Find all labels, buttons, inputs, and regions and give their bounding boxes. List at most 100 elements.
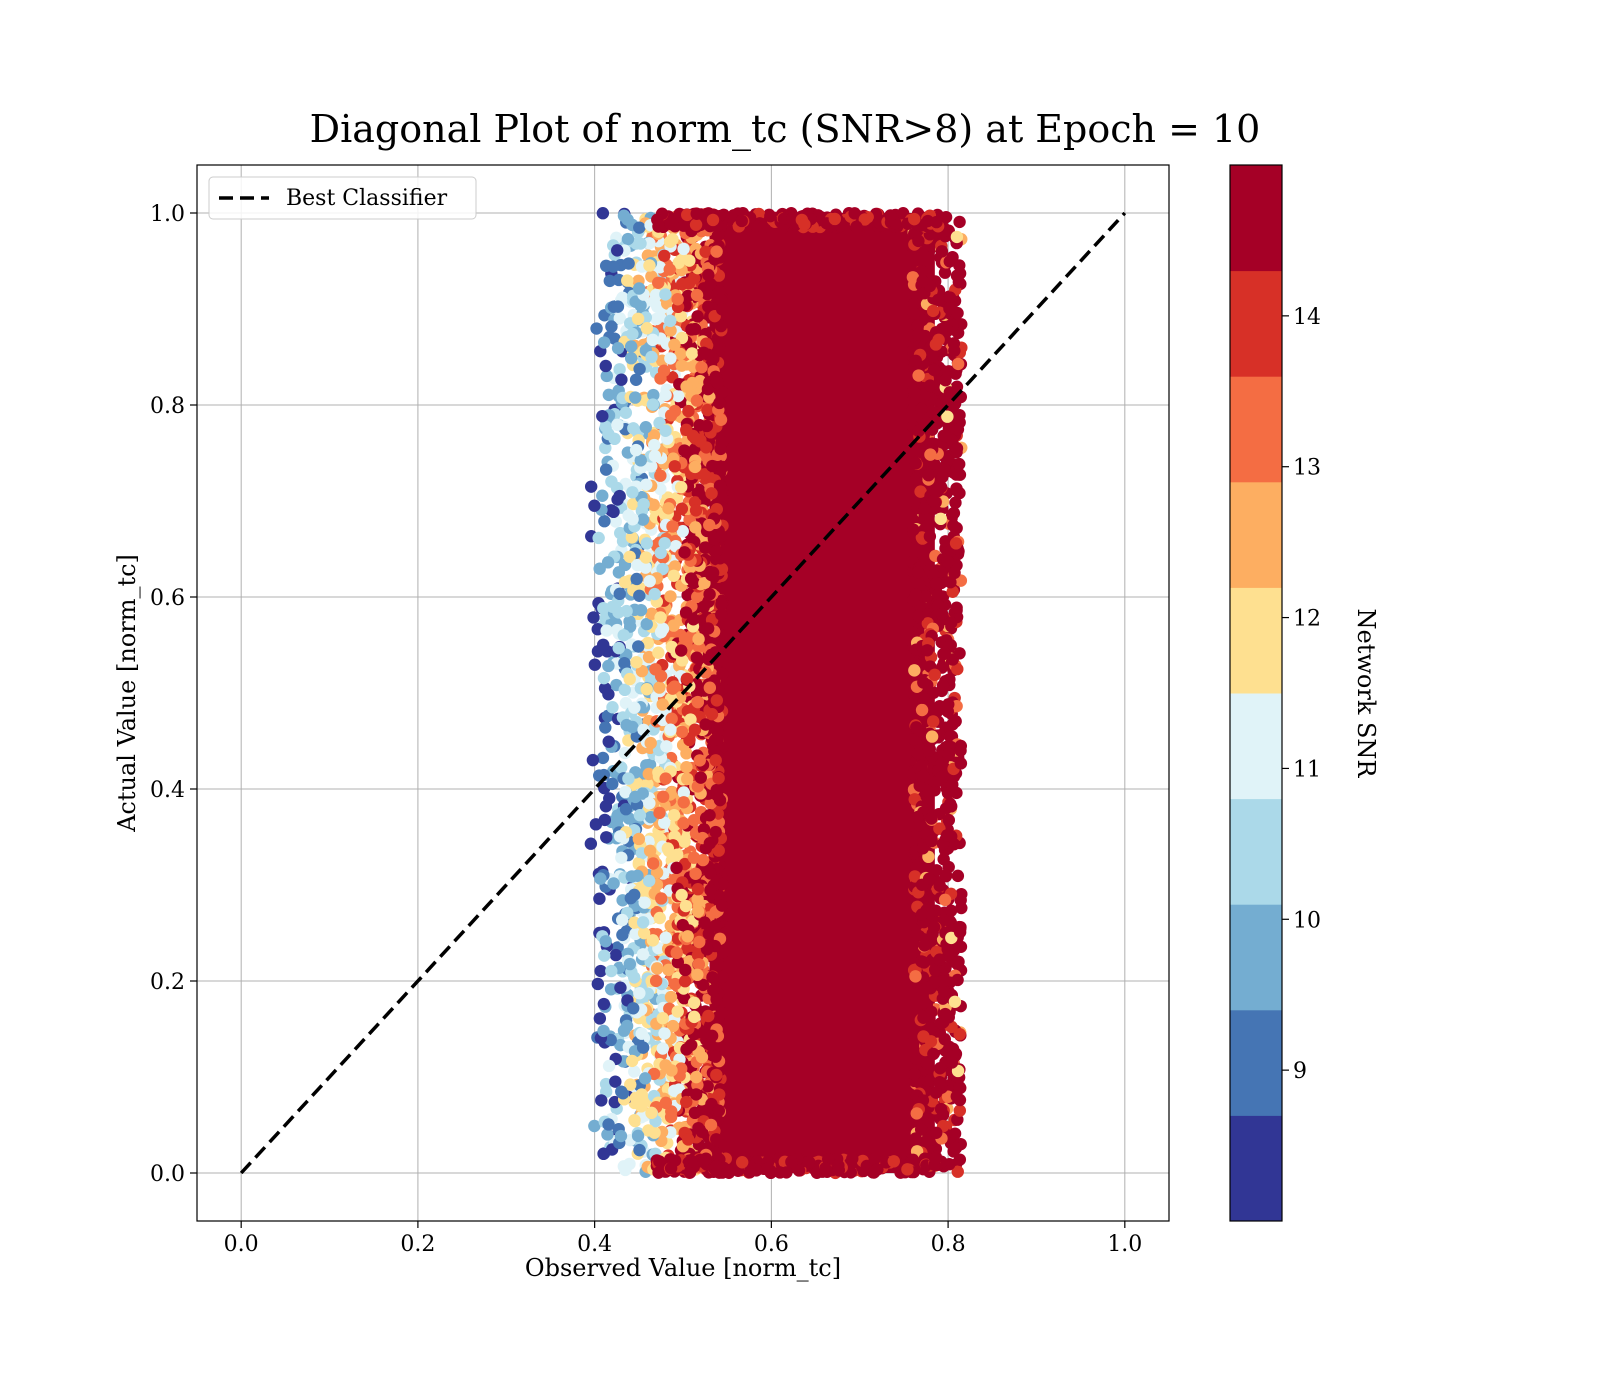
scatter-point [911, 566, 925, 579]
scatter-point [671, 293, 684, 306]
scatter-point [602, 388, 616, 402]
scatter-point [922, 744, 936, 757]
scatter-point [705, 487, 718, 500]
scatter-point [655, 892, 668, 905]
colorbar-tick-label: 10 [1293, 908, 1321, 933]
scatter-point [950, 1090, 963, 1103]
scatter-point [908, 386, 921, 400]
scatter-point [932, 293, 945, 307]
scatter-point [945, 616, 958, 629]
scatter-point [735, 214, 748, 228]
scatter-point [675, 644, 688, 657]
scatter-point [938, 1033, 951, 1046]
scatter-point [682, 277, 696, 290]
scatter-point [654, 469, 667, 482]
scatter-point [929, 1152, 942, 1166]
scatter-point [939, 802, 953, 815]
scatter-point [658, 536, 671, 550]
scatter-point [907, 523, 920, 536]
scatter-point [691, 968, 704, 982]
y-tick-label: 0.0 [150, 1162, 185, 1187]
scatter-point [690, 288, 704, 302]
scatter-point [679, 899, 693, 913]
scatter-point [634, 237, 647, 250]
scatter-point [908, 664, 921, 677]
scatter-point [682, 404, 695, 418]
scatter-point [606, 701, 619, 714]
scatter-point [615, 851, 628, 864]
scatter-point [948, 995, 962, 1008]
scatter-point [702, 268, 715, 282]
scatter-point [650, 312, 663, 326]
scatter-point [624, 891, 638, 905]
scatter-point [685, 347, 699, 360]
scatter-point [688, 322, 702, 336]
scatter-point [629, 295, 642, 308]
scatter-point [949, 1141, 963, 1155]
scatter-point [819, 1162, 832, 1175]
scatter-point [911, 747, 925, 760]
scatter-point [584, 837, 598, 850]
scatter-point [653, 911, 666, 925]
scatter-point [643, 259, 656, 272]
scatter-point [670, 861, 683, 875]
scatter-point [606, 600, 619, 613]
scatter-point [599, 359, 612, 373]
colorbar-tick-label: 11 [1293, 757, 1321, 782]
scatter-point [689, 504, 703, 517]
scatter-point [678, 444, 691, 457]
scatter-point [709, 919, 722, 932]
scatter-point [614, 1129, 628, 1143]
scatter-point [735, 1156, 749, 1169]
scatter-point [953, 215, 966, 229]
scatter-point [620, 604, 633, 618]
scatter-point [929, 338, 943, 351]
scatter-point [951, 357, 965, 371]
scatter-point [629, 790, 642, 804]
scatter-point [613, 830, 627, 843]
scatter-point [653, 806, 666, 820]
scatter-point [646, 934, 660, 947]
scatter-point [925, 834, 938, 848]
scatter-point [658, 1027, 671, 1040]
scatter-point [688, 460, 702, 474]
scatter-point [930, 215, 943, 229]
scatter-point [916, 691, 930, 704]
scatter-point [941, 942, 954, 956]
scatter-point [677, 786, 691, 799]
scatter-point [915, 908, 929, 921]
scatter-point [927, 494, 940, 507]
scatter-point [664, 590, 677, 603]
scatter-point [901, 1163, 914, 1176]
scatter-point [939, 429, 953, 443]
scatter-point [712, 771, 725, 785]
scatter-point [600, 624, 613, 637]
scatter-point [623, 615, 636, 628]
scatter-point [911, 810, 924, 824]
scatter-point [665, 712, 678, 725]
scatter-point [596, 751, 610, 765]
scatter-point [642, 874, 656, 888]
scatter-point [938, 893, 952, 907]
scatter-point [780, 1166, 793, 1179]
scatter-point [602, 735, 615, 748]
scatter-point [945, 1056, 959, 1069]
scatter-point [910, 861, 923, 874]
scatter-point [697, 346, 710, 359]
scatter-point [681, 930, 694, 943]
scatter-point [939, 1007, 952, 1021]
scatter-point [588, 499, 601, 512]
colorbar [1229, 164, 1283, 1222]
scatter-point [699, 245, 712, 258]
scatter-point [705, 568, 718, 582]
scatter-point [917, 956, 931, 969]
scatter-point [613, 587, 626, 601]
scatter-point [933, 1075, 946, 1089]
scatter-point [615, 913, 629, 927]
scatter-point [701, 382, 715, 396]
scatter-point [659, 931, 672, 944]
scatter-point [627, 1002, 640, 1015]
scatter-point [705, 1029, 719, 1043]
scatter-point [714, 413, 728, 426]
scatter-point [609, 948, 623, 962]
